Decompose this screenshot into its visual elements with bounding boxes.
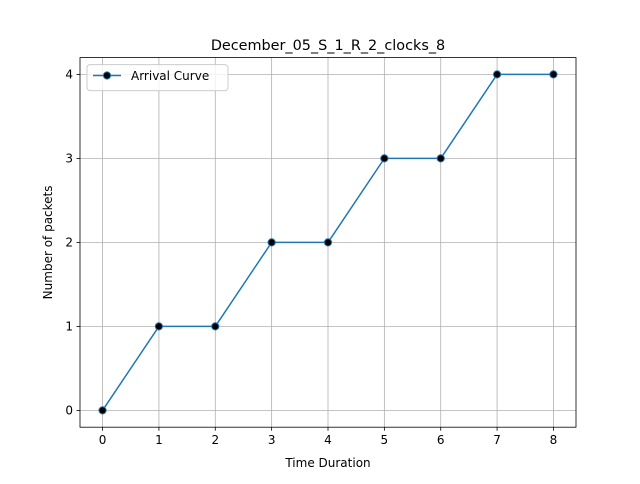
- x-tick-label: 6: [437, 433, 445, 447]
- x-tick-label: 7: [493, 433, 501, 447]
- x-tick-label: 2: [211, 433, 219, 447]
- legend-label: Arrival Curve: [131, 69, 209, 83]
- series-layer: [98, 70, 558, 415]
- x-axis-label: Time Duration: [284, 456, 370, 470]
- data-point: [211, 322, 220, 331]
- data-point: [549, 70, 558, 79]
- y-tick-label: 1: [65, 320, 73, 334]
- data-point: [267, 238, 276, 247]
- x-tick-label: 0: [99, 433, 107, 447]
- legend: Arrival Curve: [86, 64, 229, 92]
- data-point: [323, 238, 333, 247]
- y-tick-label: 2: [65, 236, 73, 250]
- x-tick-label: 8: [550, 433, 558, 447]
- legend-marker-swatch: [102, 71, 112, 80]
- data-point: [98, 406, 107, 415]
- grid-lines: [80, 57, 576, 428]
- chart-title: December_05_S_1_R_2_clocks_8: [211, 38, 445, 54]
- legend-box: [86, 64, 229, 92]
- data-point: [436, 154, 445, 163]
- x-tick-label: 3: [268, 433, 276, 447]
- y-axis-label: Number of packets: [41, 185, 55, 299]
- data-point: [492, 70, 502, 79]
- x-tick-label: 5: [381, 433, 389, 447]
- data-point: [154, 322, 164, 331]
- data-point: [380, 154, 389, 163]
- y-tick-label: 3: [65, 152, 73, 166]
- axis-ticks: 0 1 2 3 4 5 6 7 8 0 1 2 3 4: [65, 68, 557, 448]
- x-tick-label: 4: [324, 433, 332, 447]
- y-tick-label: 0: [65, 404, 73, 418]
- x-tick-label: 1: [155, 433, 163, 447]
- y-tick-label: 4: [65, 68, 73, 82]
